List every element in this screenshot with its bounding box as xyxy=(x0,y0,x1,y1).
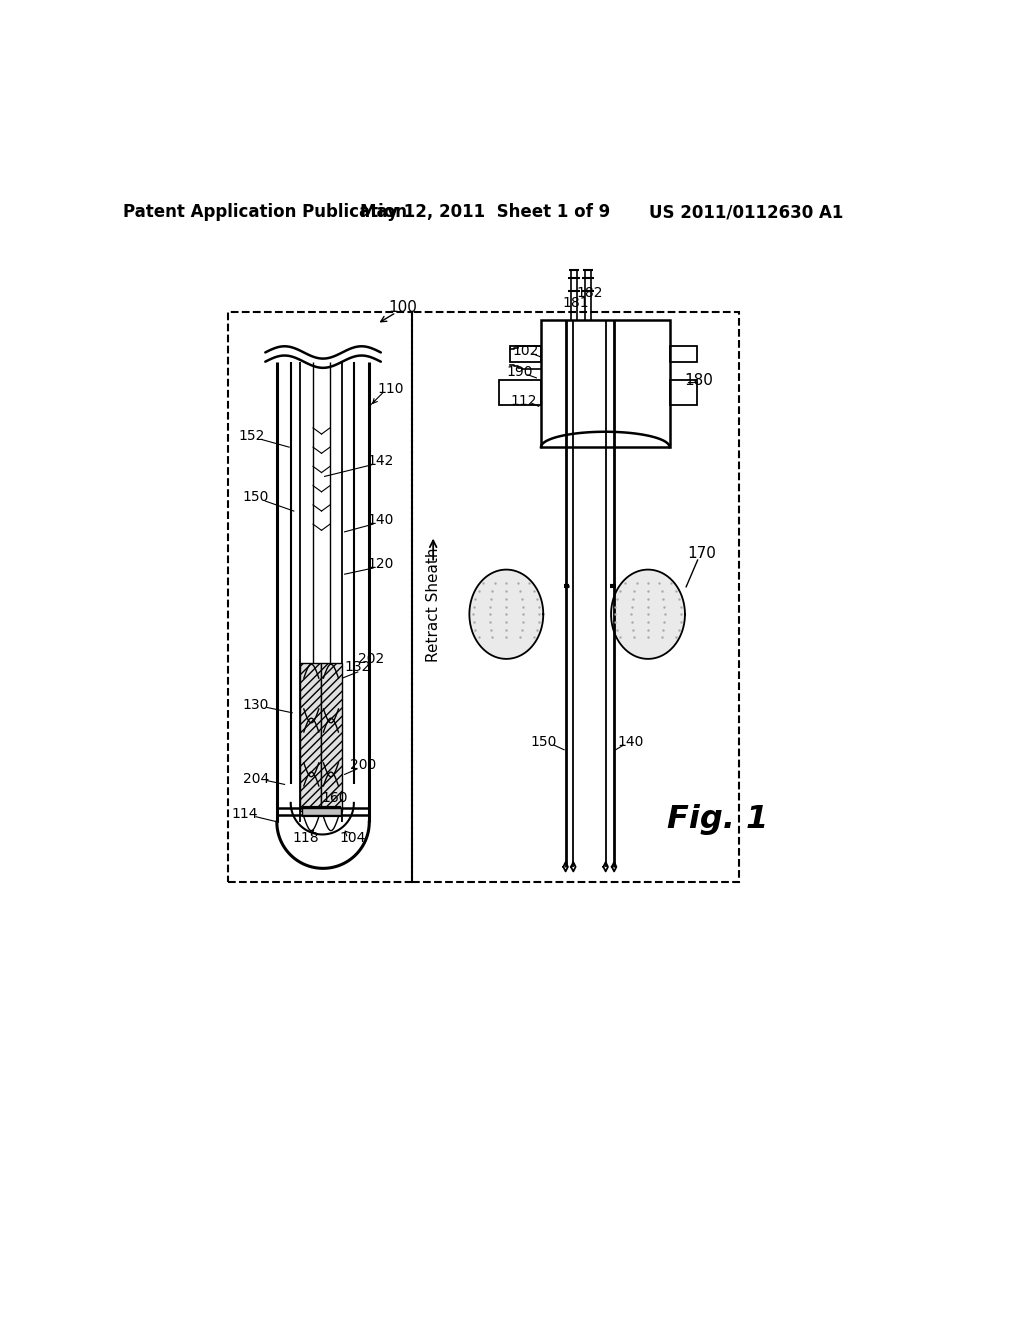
Text: 112: 112 xyxy=(510,393,537,408)
Text: Retract Sheath: Retract Sheath xyxy=(426,548,440,663)
Text: 118: 118 xyxy=(293,832,319,845)
Text: 200: 200 xyxy=(350,758,376,772)
Bar xyxy=(301,808,341,816)
Text: 130: 130 xyxy=(243,698,269,711)
Bar xyxy=(412,313,739,882)
Bar xyxy=(670,380,696,405)
Text: 170: 170 xyxy=(687,546,717,561)
Text: 150: 150 xyxy=(243,490,269,504)
Bar xyxy=(228,313,412,882)
Text: 102: 102 xyxy=(512,345,539,358)
Text: 202: 202 xyxy=(358,652,385,665)
Text: 150: 150 xyxy=(530,735,557,748)
Text: Patent Application Publication: Patent Application Publication xyxy=(123,203,408,222)
Text: May 12, 2011  Sheet 1 of 9: May 12, 2011 Sheet 1 of 9 xyxy=(359,203,610,222)
Text: 100: 100 xyxy=(388,300,417,314)
Text: US 2011/0112630 A1: US 2011/0112630 A1 xyxy=(649,203,844,222)
Text: 181: 181 xyxy=(562,296,589,310)
Text: Fig. 1: Fig. 1 xyxy=(667,804,768,834)
Bar xyxy=(670,346,696,363)
Polygon shape xyxy=(611,570,685,659)
Bar xyxy=(499,380,541,405)
Text: 190: 190 xyxy=(506,366,532,379)
Text: 160: 160 xyxy=(322,791,348,804)
Text: 140: 140 xyxy=(368,513,394,527)
Bar xyxy=(322,663,342,812)
Polygon shape xyxy=(469,570,544,659)
Text: 110: 110 xyxy=(378,383,404,396)
Text: 140: 140 xyxy=(617,735,644,748)
Text: 114: 114 xyxy=(231,808,258,821)
Text: 104: 104 xyxy=(339,832,366,845)
Bar xyxy=(300,663,322,812)
Text: 180: 180 xyxy=(684,372,714,388)
Bar xyxy=(541,321,670,447)
Bar xyxy=(510,346,541,363)
Text: 120: 120 xyxy=(368,557,394,572)
Text: 132: 132 xyxy=(344,660,371,673)
Text: 152: 152 xyxy=(239,429,264,442)
Text: 182: 182 xyxy=(577,286,603,300)
Text: 204: 204 xyxy=(243,772,269,785)
Text: 142: 142 xyxy=(368,454,394,469)
